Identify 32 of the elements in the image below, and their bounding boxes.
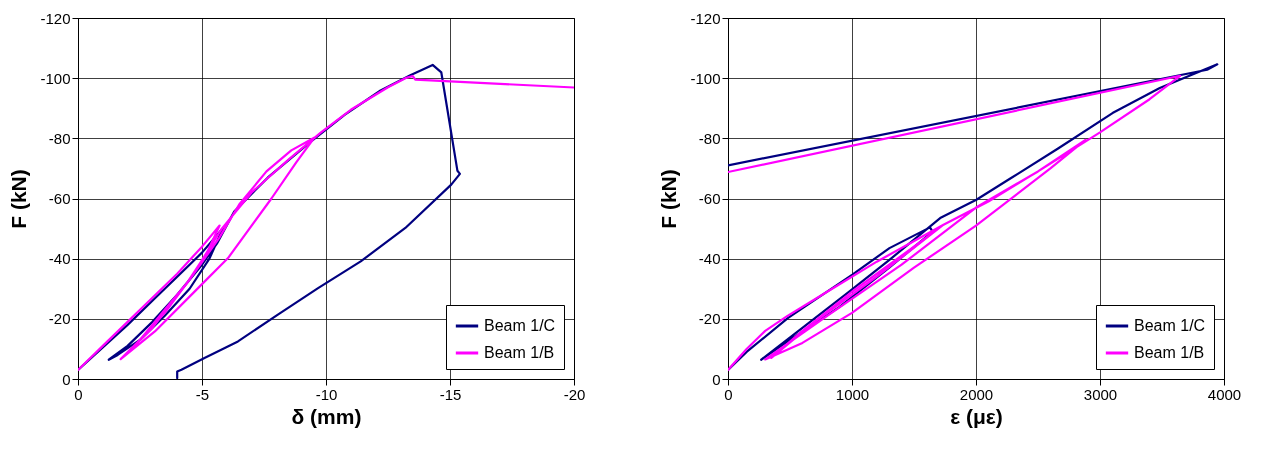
legend-label: Beam 1/B (484, 344, 555, 361)
y-tick-label: -100 (40, 69, 71, 87)
y-axis-title: F (kN) (657, 169, 681, 229)
y-tick-label: 0 (62, 370, 71, 388)
y-tick-label: -20 (698, 310, 721, 328)
y-tick-label: -120 (40, 9, 71, 27)
y-tick-label: -80 (698, 129, 721, 147)
x-tick-label: 4000 (1207, 385, 1242, 403)
y-tick-label: 0 (712, 370, 721, 388)
y-tick-label: -60 (48, 190, 71, 207)
y-axis-title: F (kN) (7, 169, 31, 229)
x-tick-label: -10 (315, 385, 338, 403)
y-tick-label: -120 (690, 9, 721, 27)
x-tick-label: 0 (74, 385, 83, 403)
y-tick-label: -40 (698, 250, 721, 268)
y-tick-label: -40 (48, 250, 71, 268)
legend-label: Beam 1/C (1134, 317, 1206, 334)
x-axis-title: δ (mm) (291, 404, 362, 428)
legend-label: Beam 1/C (484, 317, 556, 334)
x-tick-label: 1000 (835, 385, 870, 403)
y-tick-label: -20 (48, 310, 71, 328)
legend-label: Beam 1/B (1134, 344, 1205, 361)
y-tick-label: -60 (698, 190, 721, 207)
x-tick-label: 0 (724, 385, 733, 403)
x-tick-label: 3000 (1083, 385, 1118, 403)
x-tick-label: 2000 (959, 385, 994, 403)
x-axis-title: ε (με) (950, 404, 1003, 428)
y-tick-label: -80 (48, 129, 71, 147)
x-tick-label: -15 (439, 385, 462, 403)
x-tick-label: -5 (195, 385, 210, 403)
x-tick-label: -20 (563, 385, 586, 403)
y-tick-label: -100 (690, 69, 721, 87)
